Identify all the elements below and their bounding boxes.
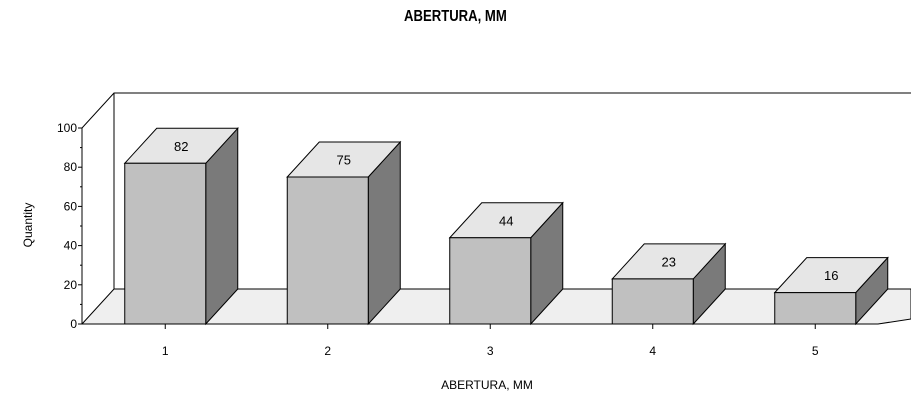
bar-value-label: 44 — [499, 213, 513, 228]
bar-front — [124, 162, 207, 325]
bar-front — [449, 237, 532, 325]
y-tick-label: 80 — [64, 160, 78, 174]
x-tick-label: 5 — [812, 344, 819, 358]
bar-3: 44 — [448, 201, 564, 326]
bar-5: 16 — [773, 256, 889, 326]
x-tick-label: 3 — [487, 344, 494, 358]
chart-title: ABERTURA, MM — [404, 8, 507, 25]
bar-value-label: 23 — [662, 254, 676, 269]
x-tick-label: 1 — [162, 344, 169, 358]
y-axis: 0 20 40 60 80 100 — [57, 121, 82, 331]
y-tick-label: 0 — [70, 317, 77, 331]
bar-front — [611, 278, 694, 325]
bars: 82 75 44 23 16 — [123, 126, 889, 326]
bar-1: 82 — [123, 126, 239, 326]
bar-2: 75 — [286, 140, 402, 326]
y-tick-label: 60 — [64, 199, 78, 213]
y-tick-label: 100 — [57, 121, 77, 135]
bar-value-label: 16 — [824, 268, 838, 283]
y-tick-label: 40 — [64, 239, 78, 253]
bar-value-label: 75 — [337, 153, 351, 168]
x-axis-label: ABERTURA, MM — [441, 378, 533, 392]
x-tick-label: 4 — [649, 344, 656, 358]
x-axis: 1 2 3 4 5 — [162, 324, 819, 358]
bar-front — [286, 176, 369, 325]
back-wall-top-edge — [81, 92, 911, 129]
bar-value-label: 82 — [174, 139, 188, 154]
x-tick-label: 2 — [324, 344, 331, 358]
bar-4: 23 — [611, 242, 727, 326]
y-axis-label: Quantity — [21, 203, 35, 248]
y-tick-label: 20 — [64, 278, 78, 292]
bar-front — [774, 292, 857, 325]
